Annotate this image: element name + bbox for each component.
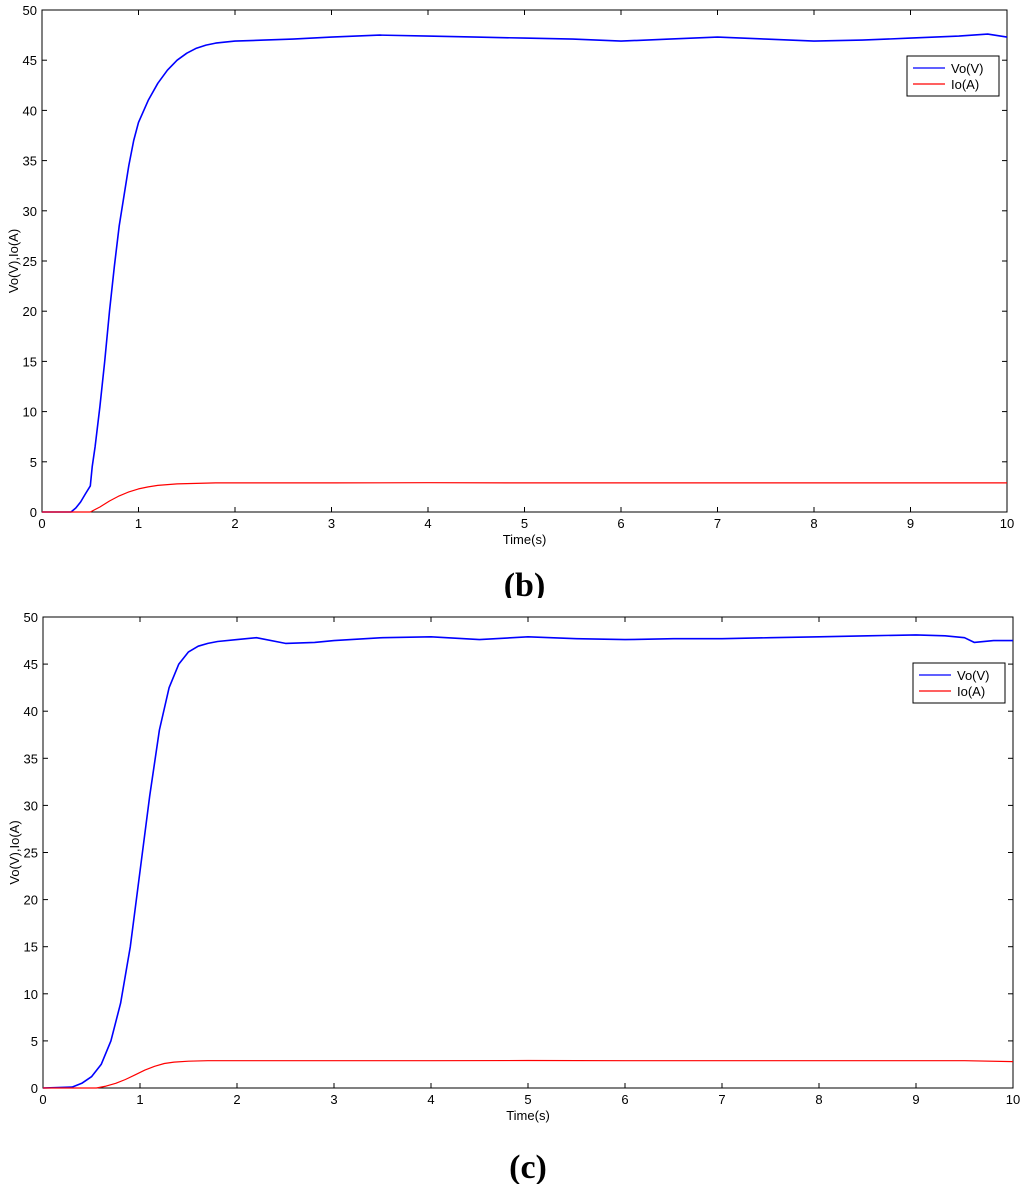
x-tick-label: 4 bbox=[427, 1092, 434, 1107]
series-line-vo bbox=[42, 33, 1008, 513]
y-tick-label: 35 bbox=[23, 154, 37, 169]
series-line-io bbox=[42, 482, 1007, 513]
y-tick-label: 10 bbox=[24, 987, 38, 1002]
x-tick-label: 5 bbox=[524, 1092, 531, 1107]
y-tick-label: 50 bbox=[23, 3, 37, 18]
y-tick-label: 45 bbox=[24, 657, 38, 672]
y-tick-label: 30 bbox=[23, 204, 37, 219]
x-tick-label: 8 bbox=[810, 516, 817, 531]
x-tick-label: 1 bbox=[136, 1092, 143, 1107]
y-tick-label: 40 bbox=[23, 103, 37, 118]
x-tick-label: 0 bbox=[39, 1092, 46, 1107]
legend: Vo(V)Io(A) bbox=[912, 662, 1006, 704]
x-tick-label: 7 bbox=[714, 516, 721, 531]
x-axis-label: Time(s) bbox=[503, 532, 547, 547]
series-line-vo bbox=[42, 634, 1013, 1089]
x-tick-label: 10 bbox=[1000, 516, 1014, 531]
y-axis-label: Vo(V),Io(A) bbox=[6, 229, 21, 293]
y-tick-label: 5 bbox=[31, 1034, 38, 1049]
plot-frame bbox=[42, 616, 1014, 1089]
y-tick-label: 20 bbox=[24, 893, 38, 908]
x-tick-label: 6 bbox=[617, 516, 624, 531]
x-tick-label: 10 bbox=[1006, 1092, 1020, 1107]
legend-label: Vo(V) bbox=[957, 668, 990, 683]
x-tick-label: 0 bbox=[38, 516, 45, 531]
y-tick-label: 15 bbox=[24, 940, 38, 955]
x-tick-label: 6 bbox=[621, 1092, 628, 1107]
legend-box bbox=[912, 662, 1006, 704]
chart-c: 0 1 2 3 4 5 6 7 8 9 1005101520253035404550Time(s)V… bbox=[7, 610, 1020, 1184]
y-tick-label: 40 bbox=[24, 704, 38, 719]
y-axis-label: Vo(V),Io(A) bbox=[7, 820, 22, 884]
x-tick-label: 4 bbox=[424, 516, 431, 531]
y-tick-label: 0 bbox=[30, 505, 37, 520]
y-tick-label: 25 bbox=[23, 254, 37, 269]
x-tick-label: 3 bbox=[328, 516, 335, 531]
x-tick-label: 9 bbox=[912, 1092, 919, 1107]
x-tick-label: 3 bbox=[330, 1092, 337, 1107]
legend-label: Io(A) bbox=[951, 77, 979, 92]
legend-box bbox=[906, 55, 1000, 97]
y-tick-label: 50 bbox=[24, 610, 38, 625]
legend: Vo(V)Io(A) bbox=[906, 55, 1000, 97]
x-axis-label: Time(s) bbox=[506, 1108, 550, 1123]
y-tick-label: 20 bbox=[23, 304, 37, 319]
chart-b: 0 1 2 3 4 5 6 7 8 9 1005101520253035404550Time(s)V… bbox=[6, 3, 1014, 598]
legend-label: Io(A) bbox=[957, 684, 985, 699]
x-tick-label: 1 bbox=[135, 516, 142, 531]
panel-label: (b) bbox=[504, 567, 546, 598]
series-line-io bbox=[43, 1059, 1014, 1089]
y-tick-label: 25 bbox=[24, 846, 38, 861]
plot-frame bbox=[41, 9, 1008, 513]
y-tick-label: 45 bbox=[23, 53, 37, 68]
y-tick-label: 0 bbox=[31, 1081, 38, 1096]
y-tick-label: 30 bbox=[24, 798, 38, 813]
x-tick-label: 2 bbox=[231, 516, 238, 531]
y-tick-label: 15 bbox=[23, 354, 37, 369]
x-tick-label: 2 bbox=[233, 1092, 240, 1107]
y-tick-label: 35 bbox=[24, 751, 38, 766]
panel-label: (c) bbox=[509, 1149, 547, 1184]
x-tick-label: 5 bbox=[521, 516, 528, 531]
legend-label: Vo(V) bbox=[951, 61, 984, 76]
x-tick-label: 9 bbox=[907, 516, 914, 531]
x-tick-label: 8 bbox=[815, 1092, 822, 1107]
y-tick-label: 5 bbox=[30, 455, 37, 470]
x-tick-label: 7 bbox=[718, 1092, 725, 1107]
y-tick-label: 10 bbox=[23, 405, 37, 420]
